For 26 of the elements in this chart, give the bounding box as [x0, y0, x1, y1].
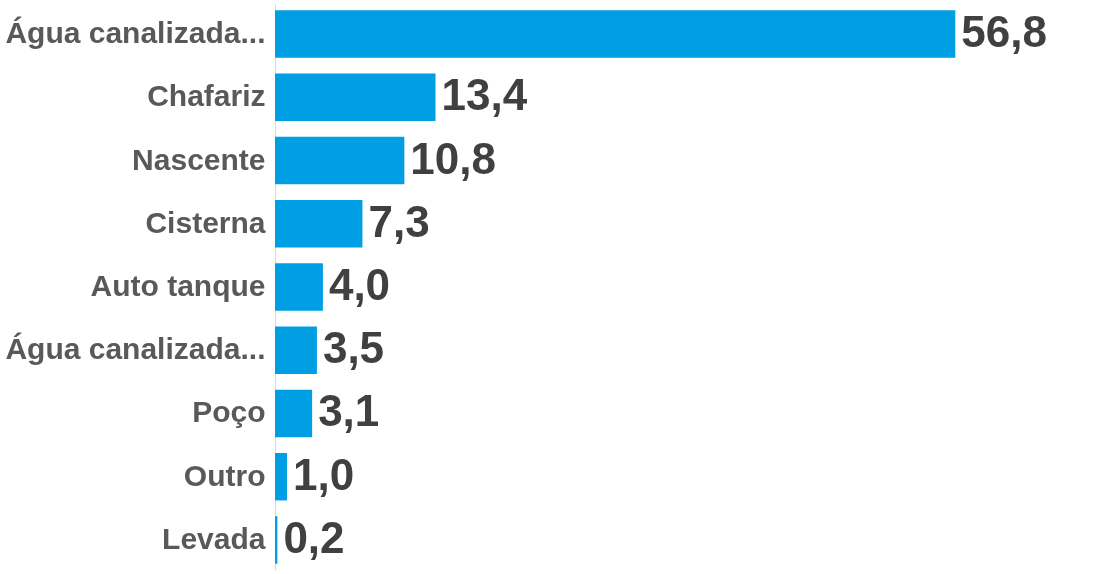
y-tick-label: Levada [162, 521, 266, 555]
data-label: 56,8 [961, 7, 1047, 57]
data-label: 13,4 [441, 70, 528, 120]
bar [275, 263, 323, 311]
bar [275, 326, 317, 374]
data-label: 10,8 [410, 133, 496, 183]
bar [275, 389, 313, 438]
y-tick-label: Poço [192, 395, 266, 429]
y-tick-label: Água canalizada... [5, 332, 266, 366]
y-tick-label: Outro [183, 458, 266, 492]
bar [275, 453, 287, 501]
data-label: 0,2 [283, 512, 345, 562]
y-tick-label: Auto tanque [90, 269, 266, 302]
data-label: 1,0 [292, 449, 355, 499]
data-label: 3,1 [318, 386, 380, 436]
data-label: 7,3 [368, 196, 430, 246]
y-tick-label: Cisterna [145, 205, 266, 239]
data-label: 4,0 [328, 260, 391, 309]
y-tick-label: Água canalizada... [5, 16, 266, 50]
bar [275, 73, 436, 121]
bar [275, 200, 363, 248]
bar [275, 136, 405, 185]
bar [275, 10, 956, 58]
y-tick-label: Chafariz [147, 79, 266, 113]
y-tick-label: Nascente [132, 142, 266, 176]
data-label: 3,5 [322, 323, 385, 373]
